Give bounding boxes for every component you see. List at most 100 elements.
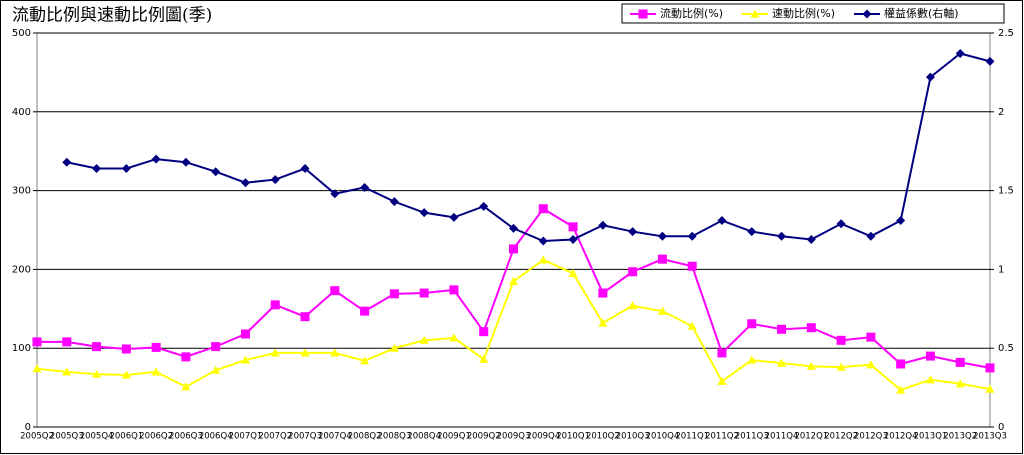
point — [836, 362, 846, 371]
x-tick-label: 2005Q4 — [80, 432, 114, 442]
point — [270, 348, 280, 357]
point — [598, 318, 608, 327]
point — [330, 348, 340, 357]
point — [240, 329, 250, 339]
y2-tick-label: 0 — [998, 422, 1004, 433]
x-tick-label: 2009Q1 — [437, 432, 471, 442]
x-tick-label: 2013Q3 — [973, 432, 1007, 442]
x-tick-label: 2008Q3 — [378, 432, 412, 442]
point — [687, 321, 697, 330]
x-tick-label: 2012Q1 — [794, 432, 828, 442]
legend-label: 權益係數(右軸) — [884, 6, 959, 20]
x-tick-label: 2007Q3 — [288, 432, 322, 442]
x-tick-label: 2012Q2 — [824, 432, 858, 442]
point — [687, 231, 697, 241]
point — [509, 223, 518, 233]
y2-tick-label: 2 — [998, 107, 1004, 118]
point — [896, 216, 906, 226]
point — [419, 288, 429, 298]
point — [330, 189, 340, 199]
point — [211, 167, 221, 177]
x-tick-label: 2007Q1 — [229, 432, 263, 442]
point — [568, 268, 578, 277]
x-tick-label: 2011Q3 — [735, 432, 769, 442]
legend-marker — [638, 9, 648, 19]
point — [181, 157, 191, 167]
point — [836, 335, 846, 345]
point — [598, 220, 608, 230]
point — [657, 254, 667, 264]
x-tick-label: 2008Q4 — [407, 432, 441, 442]
x-tick-label: 2006Q3 — [169, 432, 203, 442]
x-tick-label: 2007Q2 — [258, 432, 292, 442]
x-tick-label: 2009Q4 — [526, 432, 560, 442]
x-tick-label: 2010Q1 — [556, 432, 590, 442]
y2-tick-label: 0.5 — [998, 343, 1014, 354]
point — [925, 375, 935, 384]
point — [955, 379, 965, 388]
legend-label: 流動比例(%) — [660, 6, 723, 20]
point — [62, 157, 72, 167]
point — [449, 212, 459, 222]
x-tick-label: 2009Q2 — [467, 432, 501, 442]
point — [211, 342, 221, 352]
x-tick-label: 2012Q3 — [854, 432, 888, 442]
x-tick-label: 2006Q1 — [109, 432, 143, 442]
x-tick-label: 2008Q2 — [348, 432, 382, 442]
point — [449, 333, 459, 342]
point — [747, 227, 757, 237]
y2-tick-label: 1.5 — [998, 186, 1014, 197]
point — [389, 197, 399, 207]
point — [777, 358, 787, 367]
point — [538, 204, 548, 214]
point — [955, 48, 965, 58]
point — [62, 337, 72, 347]
point — [717, 376, 727, 385]
point — [806, 361, 816, 370]
point — [568, 222, 578, 232]
point — [92, 369, 102, 378]
x-tick-label: 2013Q2 — [943, 432, 977, 442]
y2-tick-label: 1 — [998, 264, 1004, 275]
point — [32, 364, 42, 373]
point — [717, 216, 727, 226]
point — [747, 355, 757, 364]
point — [509, 244, 518, 254]
series-line — [66, 52, 991, 243]
point — [925, 351, 935, 361]
point — [479, 327, 489, 337]
point — [121, 344, 131, 354]
x-tick-label: 2009Q3 — [497, 432, 531, 442]
y-tick-label: 100 — [12, 343, 31, 354]
y2-tick-label: 2.5 — [998, 28, 1014, 39]
point — [300, 164, 310, 174]
y-tick-label: 500 — [12, 28, 31, 39]
point — [925, 72, 935, 82]
x-tick-label: 2013Q1 — [914, 432, 948, 442]
point — [211, 365, 221, 374]
point — [538, 255, 548, 264]
point — [598, 288, 608, 298]
point — [806, 323, 816, 333]
point — [479, 201, 489, 211]
x-tick-label: 2006Q4 — [199, 432, 233, 442]
y-tick-label: 0 — [25, 422, 31, 433]
point — [360, 306, 370, 316]
point — [628, 227, 638, 237]
point — [121, 164, 131, 174]
x-tick-label: 2010Q2 — [586, 432, 620, 442]
point — [657, 231, 667, 241]
point — [151, 367, 161, 376]
point — [62, 367, 72, 376]
point — [181, 382, 191, 391]
point — [747, 319, 757, 329]
x-tick-label: 2005Q3 — [50, 432, 84, 442]
point — [777, 324, 787, 334]
x-tick-label: 2006Q2 — [139, 432, 173, 442]
point — [181, 352, 191, 362]
point — [270, 175, 280, 185]
point — [389, 343, 399, 352]
point — [896, 359, 906, 369]
legend-marker — [750, 9, 760, 18]
point — [300, 312, 310, 322]
